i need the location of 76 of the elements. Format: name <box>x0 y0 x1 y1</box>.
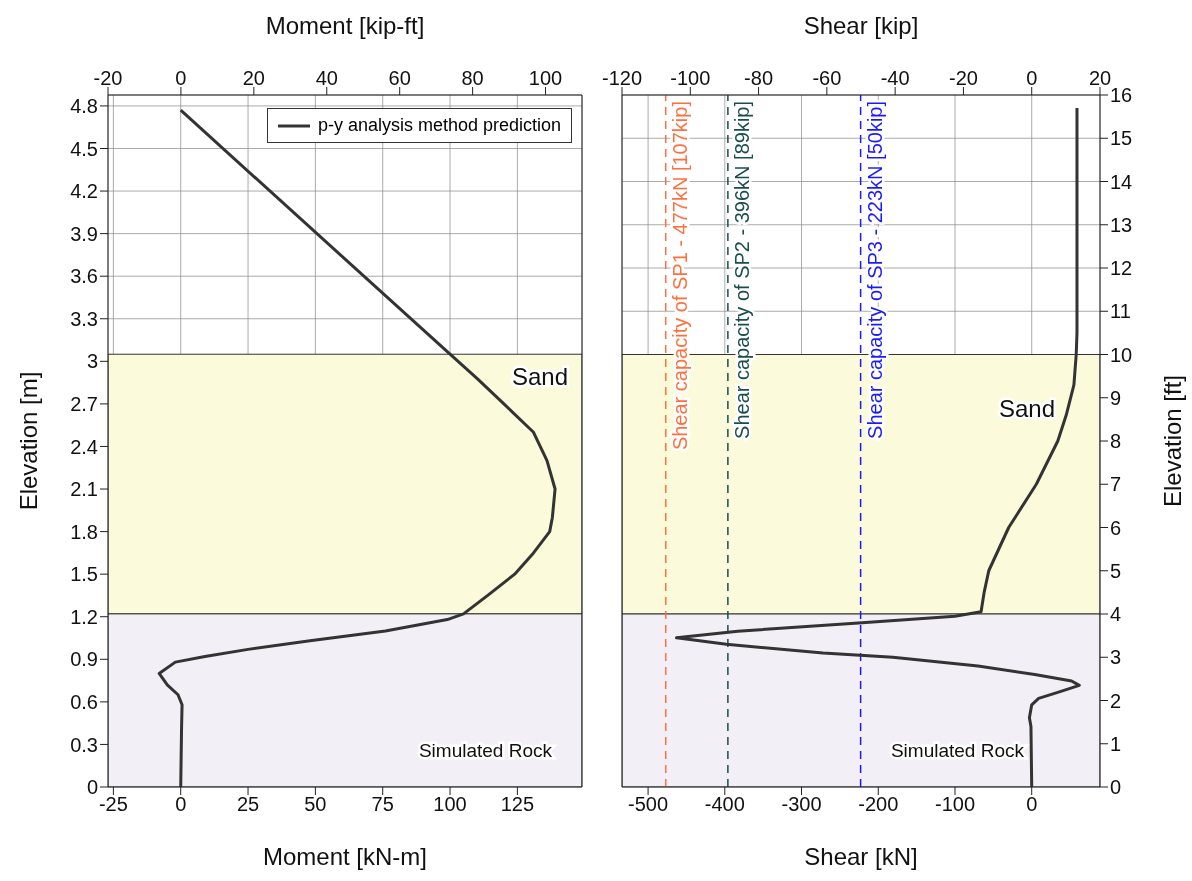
x-tick-label: -500 <box>628 793 669 816</box>
x2-tick-label: -20 <box>93 67 123 89</box>
y2-tick-label: 5 <box>1110 559 1122 582</box>
y-tick-label: 2.4 <box>70 435 98 458</box>
x-tick-label: -200 <box>858 793 899 816</box>
x-tick-label: 0 <box>175 793 187 816</box>
x-axis-title: Moment [kN-m] <box>262 843 428 870</box>
y2-tick-label: 13 <box>1110 213 1133 236</box>
y-tick-label: 2.1 <box>70 478 98 501</box>
y-tick-label: 1.8 <box>70 520 98 543</box>
x2-tick-label: 60 <box>388 67 411 89</box>
x2-tick-label: -100 <box>670 67 711 89</box>
y-axis-title: Elevation [m] <box>14 371 42 511</box>
y2-tick-label: 15 <box>1110 127 1133 150</box>
y2-axis-title: Elevation [ft] <box>1158 374 1186 508</box>
x2-axis-title: Shear [kip] <box>803 12 919 40</box>
y-tick-label: 4.5 <box>70 137 98 160</box>
x-tick-label: 25 <box>236 793 260 816</box>
y-tick-label: 0 <box>86 776 98 799</box>
y-tick-label: 3.3 <box>70 307 98 330</box>
y2-tick-label: 9 <box>1110 386 1122 409</box>
band-label: Simulated Rock <box>890 740 1025 761</box>
x-tick-label: 100 <box>433 793 467 816</box>
y2-tick-label: 4 <box>1110 603 1122 626</box>
y-tick-label: 3.6 <box>70 265 98 288</box>
x2-tick-label: -80 <box>744 67 774 89</box>
y2-tick-label: 2 <box>1110 689 1122 712</box>
x-tick-label: -300 <box>781 793 822 816</box>
x-axis-title: Shear [kN] <box>804 843 918 870</box>
y2-tick-label: 1 <box>1110 732 1122 755</box>
y2-tick-label: 12 <box>1110 257 1133 280</box>
x2-tick-label: 20 <box>242 67 265 89</box>
x2-tick-label: 40 <box>315 67 338 89</box>
ref-line-label: Shear capacity of SP2 - 396kN [89kip] <box>730 101 753 439</box>
y-tick-label: 0.9 <box>70 648 98 671</box>
legend-label: p-y analysis method prediction <box>317 115 561 136</box>
x-tick-label: 50 <box>304 793 327 816</box>
x2-tick-label: 0 <box>175 67 187 89</box>
y-tick-label: 3.9 <box>70 222 98 245</box>
y2-tick-label: 0 <box>1110 776 1122 799</box>
y-tick-label: 4.2 <box>70 180 98 203</box>
x2-tick-label: -120 <box>601 67 643 89</box>
x-tick-label: 75 <box>371 793 394 816</box>
y-tick-label: 1.2 <box>70 605 98 628</box>
ref-line-label: Shear capacity of SP1 - 477kN [107kip] <box>668 101 691 451</box>
band-label: Sand <box>511 363 568 391</box>
y-tick-label: 2.7 <box>70 393 98 415</box>
y-tick-label: 0.6 <box>70 690 98 713</box>
y2-tick-label: 16 <box>1110 84 1133 107</box>
x-tick-label: 0 <box>1026 793 1038 816</box>
y2-tick-label: 8 <box>1110 430 1122 453</box>
x2-tick-label: 20 <box>1088 67 1112 89</box>
x-tick-label: -400 <box>704 793 745 816</box>
y2-tick-label: 3 <box>1110 646 1122 669</box>
x2-tick-label: 0 <box>1026 67 1038 89</box>
x2-tick-label: 100 <box>528 67 563 89</box>
ref-line-label: Shear capacity of SP3 - 223kN [50kip] <box>863 101 886 439</box>
x2-tick-label: -60 <box>812 67 842 89</box>
y-tick-label: 0.3 <box>70 733 98 756</box>
y2-tick-label: 11 <box>1110 300 1131 323</box>
band-label: Simulated Rock <box>418 740 553 761</box>
y-tick-label: 3 <box>86 350 98 373</box>
x2-tick-label: 80 <box>461 67 484 89</box>
x-tick-label: -100 <box>934 793 975 816</box>
y-tick-label: 1.5 <box>70 563 98 586</box>
y-tick-label: 4.8 <box>70 95 98 118</box>
x-tick-label: 125 <box>500 793 535 816</box>
y2-tick-label: 10 <box>1110 343 1133 366</box>
y2-tick-label: 7 <box>1110 473 1122 496</box>
y2-tick-label: 14 <box>1110 170 1133 193</box>
x2-axis-title: Moment [kip-ft] <box>265 12 425 40</box>
x-tick-label: -25 <box>98 793 128 816</box>
y2-tick-label: 6 <box>1110 516 1122 539</box>
band-label: Sand <box>998 394 1055 422</box>
x2-tick-label: -40 <box>880 67 910 89</box>
x2-tick-label: -20 <box>948 67 978 89</box>
